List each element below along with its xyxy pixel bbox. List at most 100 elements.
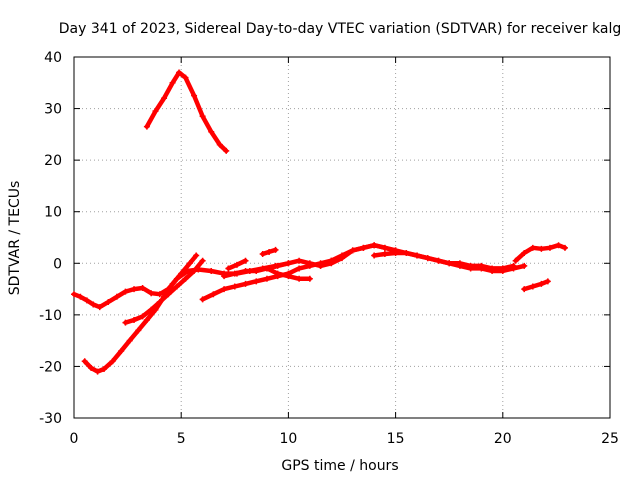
data-point <box>191 92 198 99</box>
data-point <box>231 283 238 290</box>
data-point <box>381 251 388 258</box>
data-point <box>191 268 198 275</box>
data-point <box>184 268 191 275</box>
x-tick-label: 15 <box>387 431 405 447</box>
data-point <box>233 261 240 268</box>
data-point <box>156 291 163 298</box>
data-point <box>544 278 551 285</box>
series-line <box>144 70 229 154</box>
x-tick-label: 25 <box>601 431 619 447</box>
data-point <box>148 290 155 297</box>
data-point <box>148 306 155 313</box>
data-series <box>71 69 568 375</box>
grid <box>74 57 610 418</box>
data-point <box>242 280 249 287</box>
data-point <box>182 74 189 81</box>
data-point <box>208 268 215 275</box>
y-tick-label: 10 <box>44 205 62 221</box>
series-arc-mid-1 <box>122 257 206 326</box>
data-point <box>143 317 150 324</box>
data-point <box>94 368 101 375</box>
data-point <box>266 248 273 255</box>
data-point <box>538 245 545 252</box>
data-point <box>328 257 335 264</box>
y-tick-label: -10 <box>39 308 62 324</box>
data-point <box>272 246 279 253</box>
data-point <box>221 273 228 280</box>
data-point <box>96 304 103 311</box>
data-point <box>231 270 238 277</box>
data-point <box>199 296 206 303</box>
series-arc-upper <box>143 69 230 154</box>
data-point <box>165 291 172 298</box>
data-point <box>88 364 95 371</box>
data-point <box>199 257 206 264</box>
data-point <box>122 319 129 326</box>
data-point <box>306 260 313 267</box>
data-point <box>555 242 562 249</box>
data-point <box>456 260 463 267</box>
data-point <box>139 285 146 292</box>
data-point <box>118 347 125 354</box>
data-point <box>126 337 133 344</box>
data-point <box>193 252 200 259</box>
series-fragment-b <box>259 246 279 258</box>
data-point <box>529 244 536 251</box>
data-point <box>253 278 260 285</box>
data-point <box>424 255 431 262</box>
series-fragment-c <box>521 278 551 293</box>
data-point <box>285 273 292 280</box>
y-tick-label: -20 <box>39 359 62 375</box>
data-point <box>371 252 378 259</box>
data-point <box>225 265 232 272</box>
x-tick-label: 10 <box>279 431 297 447</box>
data-point <box>561 244 568 251</box>
data-point <box>143 123 150 130</box>
series-fragment-a <box>225 257 249 272</box>
y-tick-label: -30 <box>39 411 62 427</box>
data-point <box>199 113 206 120</box>
data-point <box>105 298 112 305</box>
data-point <box>317 262 324 269</box>
x-tick-label: 20 <box>494 431 512 447</box>
data-point <box>131 317 138 324</box>
data-point <box>403 249 410 256</box>
data-point <box>113 293 120 300</box>
data-point <box>161 95 168 102</box>
data-point <box>122 288 129 295</box>
data-point <box>339 252 345 259</box>
data-point <box>182 275 189 282</box>
data-point <box>306 275 313 282</box>
x-axis-label: GPS time / hours <box>281 458 398 474</box>
y-axis-label: SDTVAR / TECUs <box>7 181 23 296</box>
data-point <box>152 108 159 115</box>
y-tick-label: 0 <box>53 256 62 272</box>
data-point <box>263 265 270 272</box>
x-tick-label: 5 <box>177 431 186 447</box>
data-point <box>435 257 442 264</box>
data-point <box>392 249 399 256</box>
y-tick-label: 40 <box>44 50 62 66</box>
data-point <box>101 366 108 373</box>
data-point <box>521 249 528 256</box>
data-point <box>446 260 453 267</box>
data-point <box>296 275 303 282</box>
data-point <box>521 286 528 293</box>
y-tick-label: 20 <box>44 153 62 169</box>
data-point <box>381 244 388 251</box>
data-point <box>223 147 230 154</box>
data-point <box>169 79 176 86</box>
data-point <box>360 244 367 251</box>
data-point <box>210 291 217 298</box>
series-arc-mid-4 <box>263 265 313 282</box>
data-point <box>90 301 97 308</box>
plot-area-frame <box>73 56 611 419</box>
data-point <box>242 257 249 264</box>
data-point <box>521 262 528 269</box>
data-point <box>173 283 180 290</box>
data-point <box>478 262 485 269</box>
data-point <box>221 286 228 293</box>
data-point <box>186 260 193 267</box>
series-line <box>123 258 205 325</box>
